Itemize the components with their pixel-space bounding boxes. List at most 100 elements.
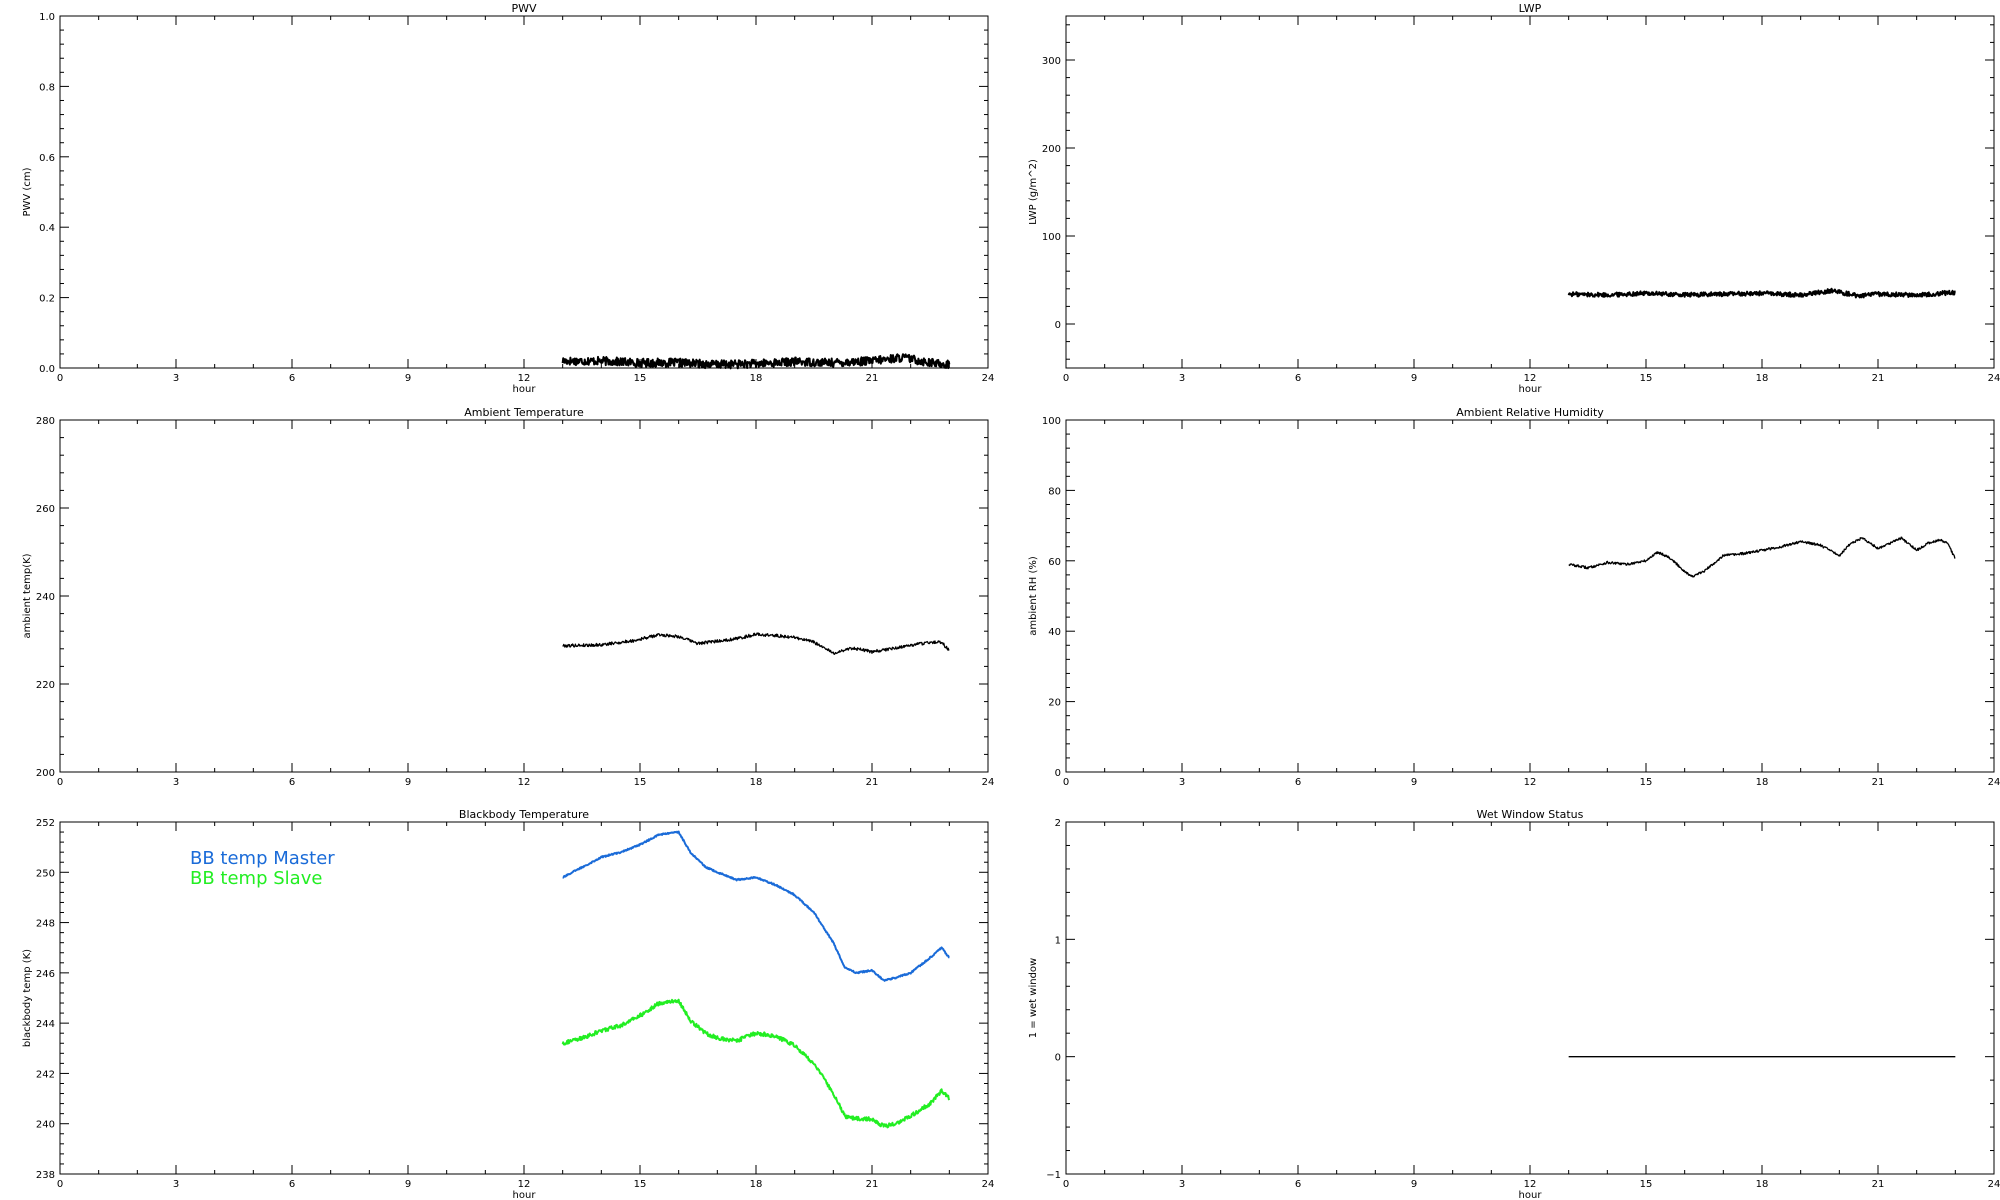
y-tick-label: 100: [1042, 232, 1061, 243]
y-axis-label: ambient temp(K): [22, 553, 33, 638]
y-tick-label: 0: [1055, 1053, 1061, 1064]
x-tick-label: 3: [1179, 777, 1185, 788]
x-tick-label: 0: [57, 373, 63, 384]
x-tick-label: 12: [1524, 777, 1537, 788]
x-tick-label: 18: [750, 373, 763, 384]
x-tick-label: 6: [289, 1179, 295, 1190]
y-tick-label: 1.0: [39, 12, 55, 23]
y-axis-label: ambient RH (%): [1028, 556, 1039, 636]
y-tick-label: 244: [36, 1019, 55, 1030]
chart-title: Blackbody Temperature: [459, 808, 589, 821]
y-tick-label: 0.8: [39, 82, 55, 93]
x-tick-label: 12: [1524, 373, 1537, 384]
x-axis-label: hour: [1519, 384, 1543, 395]
x-tick-label: 21: [866, 1179, 879, 1190]
x-tick-label: 15: [1640, 373, 1653, 384]
chart-title: Wet Window Status: [1477, 808, 1584, 821]
x-tick-label: 15: [634, 373, 647, 384]
y-tick-label: 60: [1048, 557, 1061, 568]
y-tick-label: 0: [1055, 768, 1061, 779]
y-tick-label: 0: [1055, 320, 1061, 331]
y-tick-label: 246: [36, 969, 55, 980]
y-tick-label: 2: [1055, 818, 1061, 829]
x-tick-label: 18: [1756, 373, 1769, 384]
y-tick-label: 200: [1042, 144, 1061, 155]
chart-lwp: LWP 0 3 6 9 12 15 18 21 24 hour 0 100 200 300 LWP (g/m^…: [1028, 2, 2000, 395]
x-tick-label: 6: [1295, 373, 1301, 384]
y-tick-label: 250: [36, 868, 55, 879]
x-tick-label: 6: [1295, 1179, 1301, 1190]
x-tick-label: 24: [1988, 373, 2000, 384]
x-tick-label: 6: [1295, 777, 1301, 788]
y-tick-label: 0.0: [39, 364, 55, 375]
chart-title: Ambient Temperature: [464, 406, 584, 419]
x-axis-label: hour: [513, 384, 537, 395]
x-tick-label: 0: [1063, 373, 1069, 384]
x-tick-label: 18: [750, 1179, 763, 1190]
y-axis-label: PWV (cm): [22, 167, 33, 216]
y-tick-label: 20: [1048, 698, 1061, 709]
y-tick-label: 80: [1048, 486, 1061, 497]
x-tick-label: 3: [173, 777, 179, 788]
y-tick-label: 252: [36, 818, 55, 829]
y-tick-label: 40: [1048, 627, 1061, 638]
x-tick-label: 24: [982, 1179, 995, 1190]
chart-title: PWV: [511, 2, 537, 15]
y-axis-label: 1 = wet window: [1028, 958, 1039, 1038]
y-tick-label: 0.2: [39, 294, 55, 305]
chart-title: Ambient Relative Humidity: [1456, 406, 1604, 419]
x-tick-label: 24: [1988, 1179, 2000, 1190]
x-tick-label: 12: [518, 373, 531, 384]
y-tick-label: 100: [1042, 416, 1061, 427]
legend-entry: BB temp Slave: [190, 868, 322, 889]
x-tick-label: 3: [173, 1179, 179, 1190]
x-tick-label: 6: [289, 777, 295, 788]
x-tick-label: 15: [1640, 777, 1653, 788]
y-axis-label: blackbody temp (K): [22, 949, 33, 1047]
chart-title: LWP: [1519, 2, 1542, 15]
x-tick-label: 3: [173, 373, 179, 384]
x-tick-label: 21: [866, 777, 879, 788]
x-tick-label: 9: [405, 373, 411, 384]
x-tick-label: 0: [57, 1179, 63, 1190]
series-line-bb-temp-slave: [561, 998, 951, 1129]
y-tick-label: 260: [36, 504, 55, 515]
y-tick-label: 1: [1055, 935, 1061, 946]
chart-ambient-temp: Ambient Temperature 0 3 6 9 12 15 18 21 24 200 220 2…: [22, 406, 994, 788]
series-line-pwv: [561, 353, 951, 370]
x-tick-label: 0: [57, 777, 63, 788]
y-tick-label: 240: [36, 1120, 55, 1131]
y-tick-label: 0.6: [39, 153, 55, 164]
x-axis-label: hour: [513, 1190, 537, 1200]
x-tick-label: 3: [1179, 373, 1185, 384]
x-tick-label: 21: [1872, 1179, 1885, 1190]
x-tick-label: 9: [405, 1179, 411, 1190]
x-tick-label: 18: [1756, 777, 1769, 788]
y-tick-label: 280: [36, 416, 55, 427]
series-line-lwp: [1567, 287, 1956, 299]
x-tick-label: 12: [518, 1179, 531, 1190]
chart-ambient-rh: Ambient Relative Humidity 0 3 6 9 12 15 18 21 24 0…: [1028, 406, 2000, 788]
x-axis-label: hour: [1519, 1190, 1543, 1200]
series-line-ambient-rh: [1568, 536, 1956, 578]
x-tick-label: 9: [1411, 1179, 1417, 1190]
x-tick-label: 24: [1988, 777, 2000, 788]
x-tick-label: 18: [750, 777, 763, 788]
legend-entry: BB temp Master: [190, 848, 335, 869]
y-tick-label: 200: [36, 768, 55, 779]
x-tick-label: 9: [405, 777, 411, 788]
x-tick-label: 9: [1411, 373, 1417, 384]
x-tick-label: 12: [1524, 1179, 1537, 1190]
x-tick-label: 18: [1756, 1179, 1769, 1190]
x-tick-label: 15: [634, 1179, 647, 1190]
y-tick-label: 248: [36, 919, 55, 930]
chart-blackbody-temp: Blackbody Temperature 0 3 6 9 12 15 18 21 24 hour 2…: [22, 808, 994, 1200]
x-tick-label: 24: [982, 373, 995, 384]
y-tick-label: 238: [36, 1170, 55, 1181]
series-line-ambient-temp: [562, 632, 950, 655]
y-axis-label: LWP (g/m^2): [1028, 159, 1039, 225]
x-tick-label: 6: [289, 373, 295, 384]
x-tick-label: 3: [1179, 1179, 1185, 1190]
